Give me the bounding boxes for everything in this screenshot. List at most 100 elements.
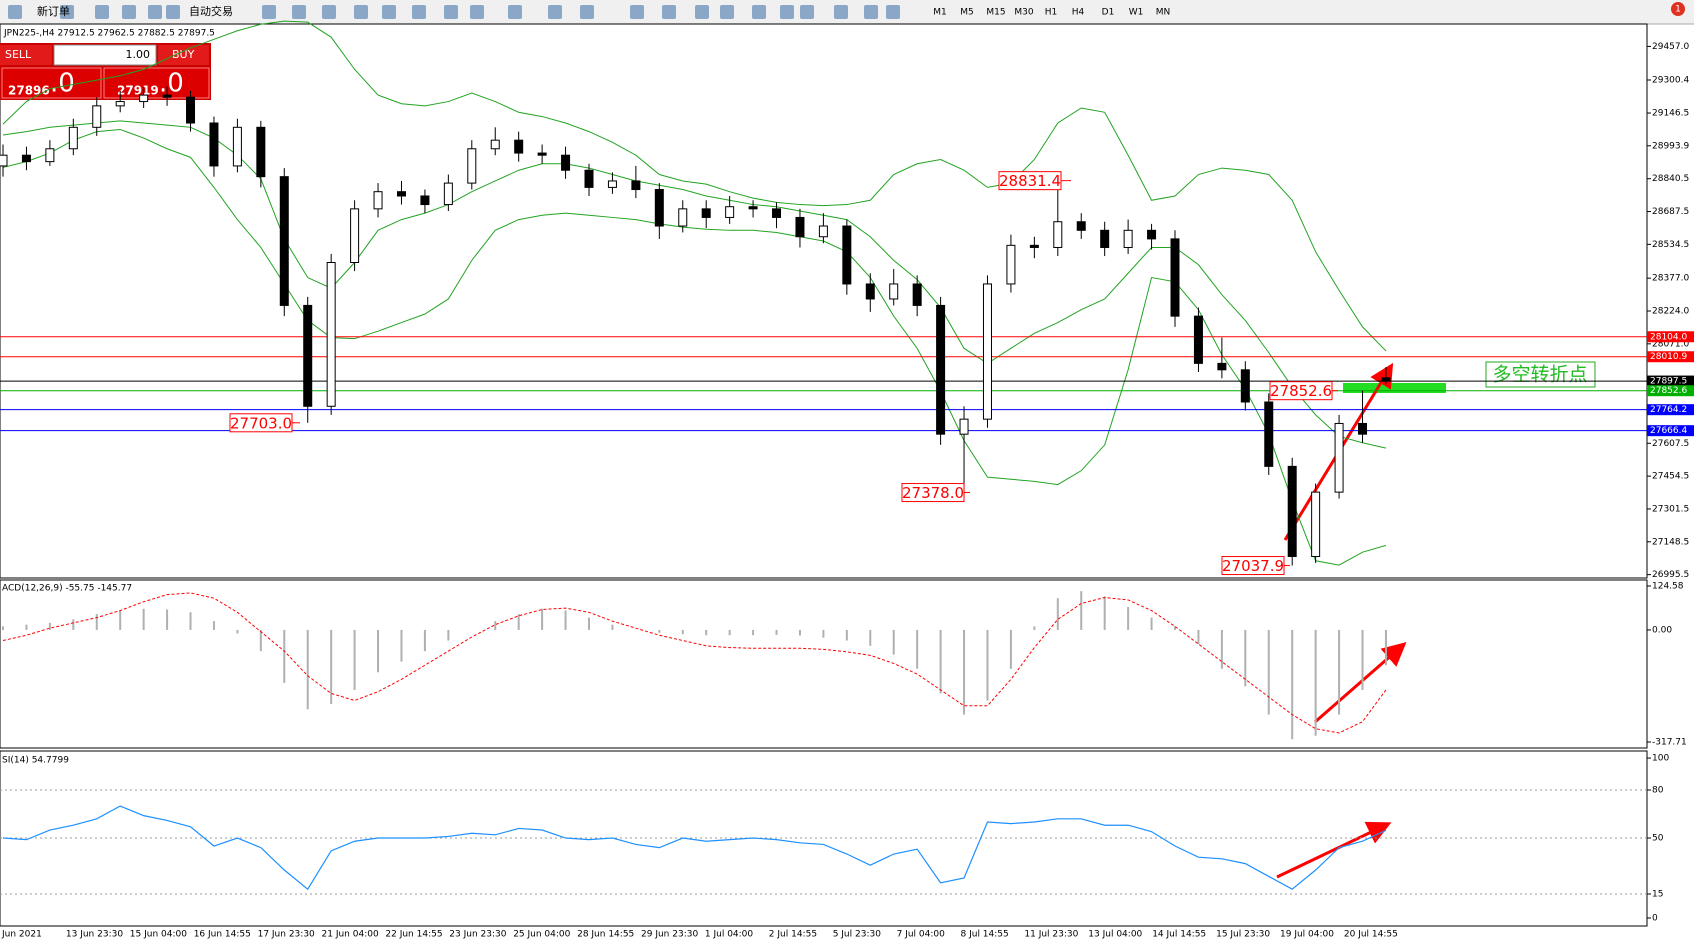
x-tick-label: 14 Jul 14:55 [1152, 930, 1206, 940]
toolbar-icon[interactable] [95, 5, 109, 19]
macd-bar [1338, 629, 1341, 715]
x-tick-label: 22 Jun 14:55 [385, 930, 442, 940]
macd-bar [1009, 629, 1012, 669]
toolbar-icon[interactable] [166, 5, 180, 19]
toolbar-icon[interactable] [662, 5, 676, 19]
new-order[interactable]: 新订单 [37, 4, 70, 18]
chart-header: JPN225-,H4 27912.5 27962.5 27882.5 27897… [3, 29, 215, 39]
toolbar-icon[interactable] [444, 5, 458, 19]
timeframe[interactable]: MN [1156, 8, 1171, 18]
macd-bar [142, 608, 145, 630]
macd-bar [1080, 591, 1083, 630]
macd-bar [423, 629, 426, 652]
toolbar-icon[interactable] [382, 5, 396, 19]
y-tick-label: 50 [1652, 834, 1664, 844]
timeframe[interactable]: M5 [960, 8, 974, 18]
candle-body [1311, 491, 1321, 557]
candle-body [1381, 377, 1391, 382]
y-tick-label: 26995.5 [1652, 570, 1689, 580]
toolbar-icon[interactable] [292, 5, 306, 19]
y-tick-label: 124.58 [1652, 582, 1684, 592]
toolbar-icon[interactable] [780, 5, 794, 19]
candle-body [1147, 229, 1157, 240]
macd-bar [1033, 626, 1036, 630]
macd-signal [2, 592, 1387, 734]
x-tick-label: 23 Jun 23:30 [449, 930, 506, 940]
macd-bar [306, 629, 309, 710]
sell-button[interactable] [0, 45, 52, 65]
macd-bar [48, 622, 51, 630]
level-label: 28010.9 [1650, 352, 1687, 362]
toolbar-icon[interactable] [800, 5, 814, 19]
candle-body [631, 180, 641, 191]
candle-body [1100, 229, 1110, 248]
candle-body [1170, 238, 1180, 317]
arrow [1314, 642, 1407, 724]
y-tick-label: 27454.5 [1652, 472, 1689, 482]
macd-bar [72, 619, 75, 630]
toolbar-icon[interactable] [548, 5, 562, 19]
toolbar-icon[interactable] [322, 5, 336, 19]
macd-bar [869, 629, 872, 646]
y-tick-label: 27301.5 [1652, 504, 1689, 514]
buy-button[interactable] [158, 45, 209, 65]
candle-body [936, 304, 946, 435]
macd-bar [236, 629, 239, 634]
candle-body [396, 191, 406, 197]
candle-body [1029, 244, 1039, 248]
toolbar-icon[interactable] [834, 5, 848, 19]
candle-body [865, 283, 875, 300]
toolbar-icon[interactable] [886, 5, 900, 19]
timeframe[interactable]: H1 [1045, 8, 1058, 18]
timeframe[interactable]: H4 [1072, 8, 1085, 18]
x-tick-label: 19 Jul 04:00 [1280, 930, 1334, 940]
notification[interactable] [1671, 2, 1685, 16]
toolbar-icon[interactable] [630, 5, 644, 19]
lot-field[interactable] [53, 44, 157, 66]
candle-body [350, 208, 360, 264]
toolbar-icon[interactable] [122, 5, 136, 19]
macd-bar [588, 617, 590, 630]
sell-price[interactable] [1, 67, 102, 99]
macd-bar [1244, 629, 1247, 687]
candle-body [326, 262, 336, 407]
toolbar-icon[interactable] [508, 5, 522, 19]
toolbar-icon[interactable] [8, 5, 22, 19]
macd-bar [939, 629, 942, 694]
toolbar-icon[interactable] [720, 5, 734, 19]
toolbar-icon[interactable] [412, 5, 426, 19]
timeframe[interactable]: M30 [1014, 8, 1033, 18]
toolbar-icon[interactable] [148, 5, 162, 19]
y-tick-label: 27607.5 [1652, 439, 1689, 449]
candle-body [725, 206, 735, 218]
note-box [1485, 361, 1596, 388]
y-tick-label: 29146.5 [1652, 109, 1689, 119]
macd-bar [353, 629, 356, 690]
toolbar-icon[interactable] [60, 5, 74, 19]
auto-trading[interactable]: 自动交易 [189, 4, 233, 18]
macd-bar [212, 621, 215, 630]
toolbar-icon[interactable] [470, 5, 484, 19]
y-tick-label: 27148.5 [1652, 537, 1689, 547]
toolbar-icon[interactable] [864, 5, 878, 19]
timeframe[interactable]: M1 [933, 8, 947, 18]
toolbar-icon[interactable] [262, 5, 276, 19]
macd-bar [447, 629, 450, 641]
y-tick-label: 28840.5 [1652, 174, 1689, 184]
x-tick-label: 1 Jul 04:00 [705, 930, 754, 940]
timeframe[interactable]: D1 [1102, 8, 1115, 18]
timeframe[interactable]: M15 [986, 8, 1005, 18]
annotation-box [1221, 556, 1285, 576]
candle-body [772, 208, 782, 218]
toolbar-icon[interactable] [752, 5, 766, 19]
toolbar-icon[interactable] [695, 5, 709, 19]
toolbar-icon[interactable] [354, 5, 368, 19]
macd-bar [377, 629, 380, 673]
timeframe[interactable]: W1 [1129, 8, 1144, 18]
sell-label: SELL [5, 48, 32, 61]
candle-body [1053, 221, 1063, 248]
candle-body [139, 94, 149, 103]
x-tick-label: 13 Jul 04:00 [1088, 930, 1142, 940]
buy-price[interactable] [103, 67, 210, 99]
toolbar-icon[interactable] [580, 5, 594, 19]
